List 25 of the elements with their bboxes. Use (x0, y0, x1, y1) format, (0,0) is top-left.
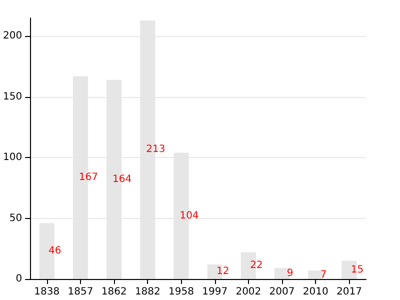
data-label: 15 (350, 264, 364, 276)
data-label: 9 (286, 268, 294, 280)
y-tick-label: 200 (2, 30, 22, 42)
data-label: 46 (48, 246, 62, 257)
x-tick-label: 2010 (302, 286, 328, 298)
x-tick-label: 2007 (269, 286, 295, 298)
y-tick-label: 0 (16, 274, 22, 284)
x-tick-label: 1882 (134, 286, 160, 298)
x-tick-label: 1838 (34, 286, 60, 298)
data-label: 7 (320, 269, 327, 280)
data-label: 167 (78, 172, 98, 184)
x-tick-label: 2002 (236, 286, 262, 298)
data-label: 12 (216, 266, 230, 278)
x-tick-label: 1862 (101, 286, 127, 298)
x-tick-label: 2017 (336, 286, 362, 298)
y-tick-label: 50 (9, 212, 22, 224)
y-tick-label: 150 (2, 91, 22, 102)
data-label: 22 (250, 260, 263, 272)
x-tick-label: 1857 (68, 286, 94, 298)
data-label: 213 (146, 144, 166, 156)
data-label: 164 (112, 174, 132, 185)
y-tick-label: 100 (2, 152, 22, 164)
data-label: 104 (180, 210, 199, 222)
x-tick-label: 1958 (168, 286, 194, 298)
x-tick-label: 1997 (202, 286, 228, 298)
